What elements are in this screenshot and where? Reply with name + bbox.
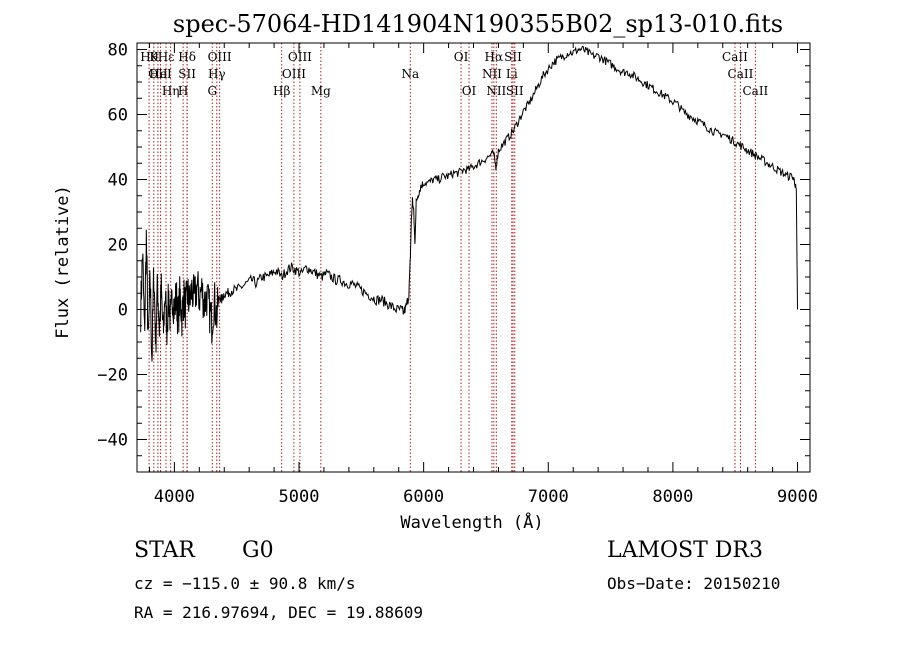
x-axis-label: Wavelength (Å) [400, 511, 543, 533]
line-label-20: Hα [485, 50, 504, 64]
x-tick-label: 9000 [777, 487, 818, 507]
series-layer [140, 45, 798, 362]
object-subclass: G0 [242, 538, 274, 563]
line-label-27: CaII [742, 84, 768, 98]
line-label-8: SII [178, 67, 196, 81]
line-label-10: Hγ [208, 67, 226, 81]
x-tick-label: 5000 [279, 487, 320, 507]
line-label-25: CaII [722, 50, 748, 64]
y-tick-label: −40 [97, 431, 128, 451]
line-label-13: OIII [282, 67, 306, 81]
x-tick-label: 6000 [403, 487, 444, 507]
y-tick-label: 0 [118, 301, 128, 321]
observation-date: Obs−Date: 20150210 [607, 574, 781, 593]
y-tick-label: 80 [108, 41, 128, 61]
ra-dec-coordinates: RA = 216.97694, DEC = 19.88609 [134, 603, 423, 622]
x-tick-label: 8000 [652, 487, 693, 507]
y-tick-label: 60 [108, 106, 128, 126]
line-label-22: Li [506, 67, 518, 81]
line-label-17: OI [454, 50, 469, 64]
line-label-19: NII [482, 67, 502, 81]
chart-title: spec-57064-HD141904N190355B02_sp13-010.f… [173, 10, 783, 38]
y-tick-label: 20 [108, 236, 128, 256]
line-label-14: OIII [288, 50, 312, 64]
line-label-3: HeI [149, 67, 172, 81]
line-label-26: CaII [728, 67, 754, 81]
line-label-16: Na [401, 67, 419, 81]
line-label-9: G [207, 84, 217, 98]
line-label-11: OIII [208, 50, 232, 64]
line-label-5: Hη [162, 84, 180, 98]
x-tick-label: 4000 [154, 487, 195, 507]
line-label-4: Hε [158, 50, 175, 64]
plot-frame [136, 42, 811, 473]
spectrum-series-0 [140, 45, 798, 362]
y-axis-label: Flux (relative) [53, 185, 73, 339]
y-tick-label: −20 [97, 366, 128, 386]
x-axis: 4000 5000 6000 7000 8000 9000 [148, 43, 818, 507]
spectral-line-markers: HθKOIIHeIHεHηHHδSIIGHγOIIIHβOIIIOIIIMgNa… [140, 43, 769, 472]
line-label-23: SII [504, 50, 522, 64]
survey-name: LAMOST DR3 [607, 538, 763, 563]
object-class: STAR [134, 538, 195, 563]
x-tick-label: 7000 [528, 487, 569, 507]
line-label-1: K [149, 50, 159, 64]
line-label-12: Hβ [273, 84, 290, 98]
y-tick-label: 40 [108, 171, 128, 191]
redshift-cz: cz = −115.0 ± 90.8 km/s [134, 574, 356, 593]
line-label-18: OI [462, 84, 477, 98]
line-label-6: H [178, 84, 188, 98]
line-label-24: SII [506, 84, 524, 98]
y-axis: −40 −20 0 20 40 60 80 [97, 41, 810, 473]
line-label-2: OII [148, 67, 168, 81]
line-label-15: Mg [311, 84, 331, 98]
line-label-21: NII [486, 84, 506, 98]
